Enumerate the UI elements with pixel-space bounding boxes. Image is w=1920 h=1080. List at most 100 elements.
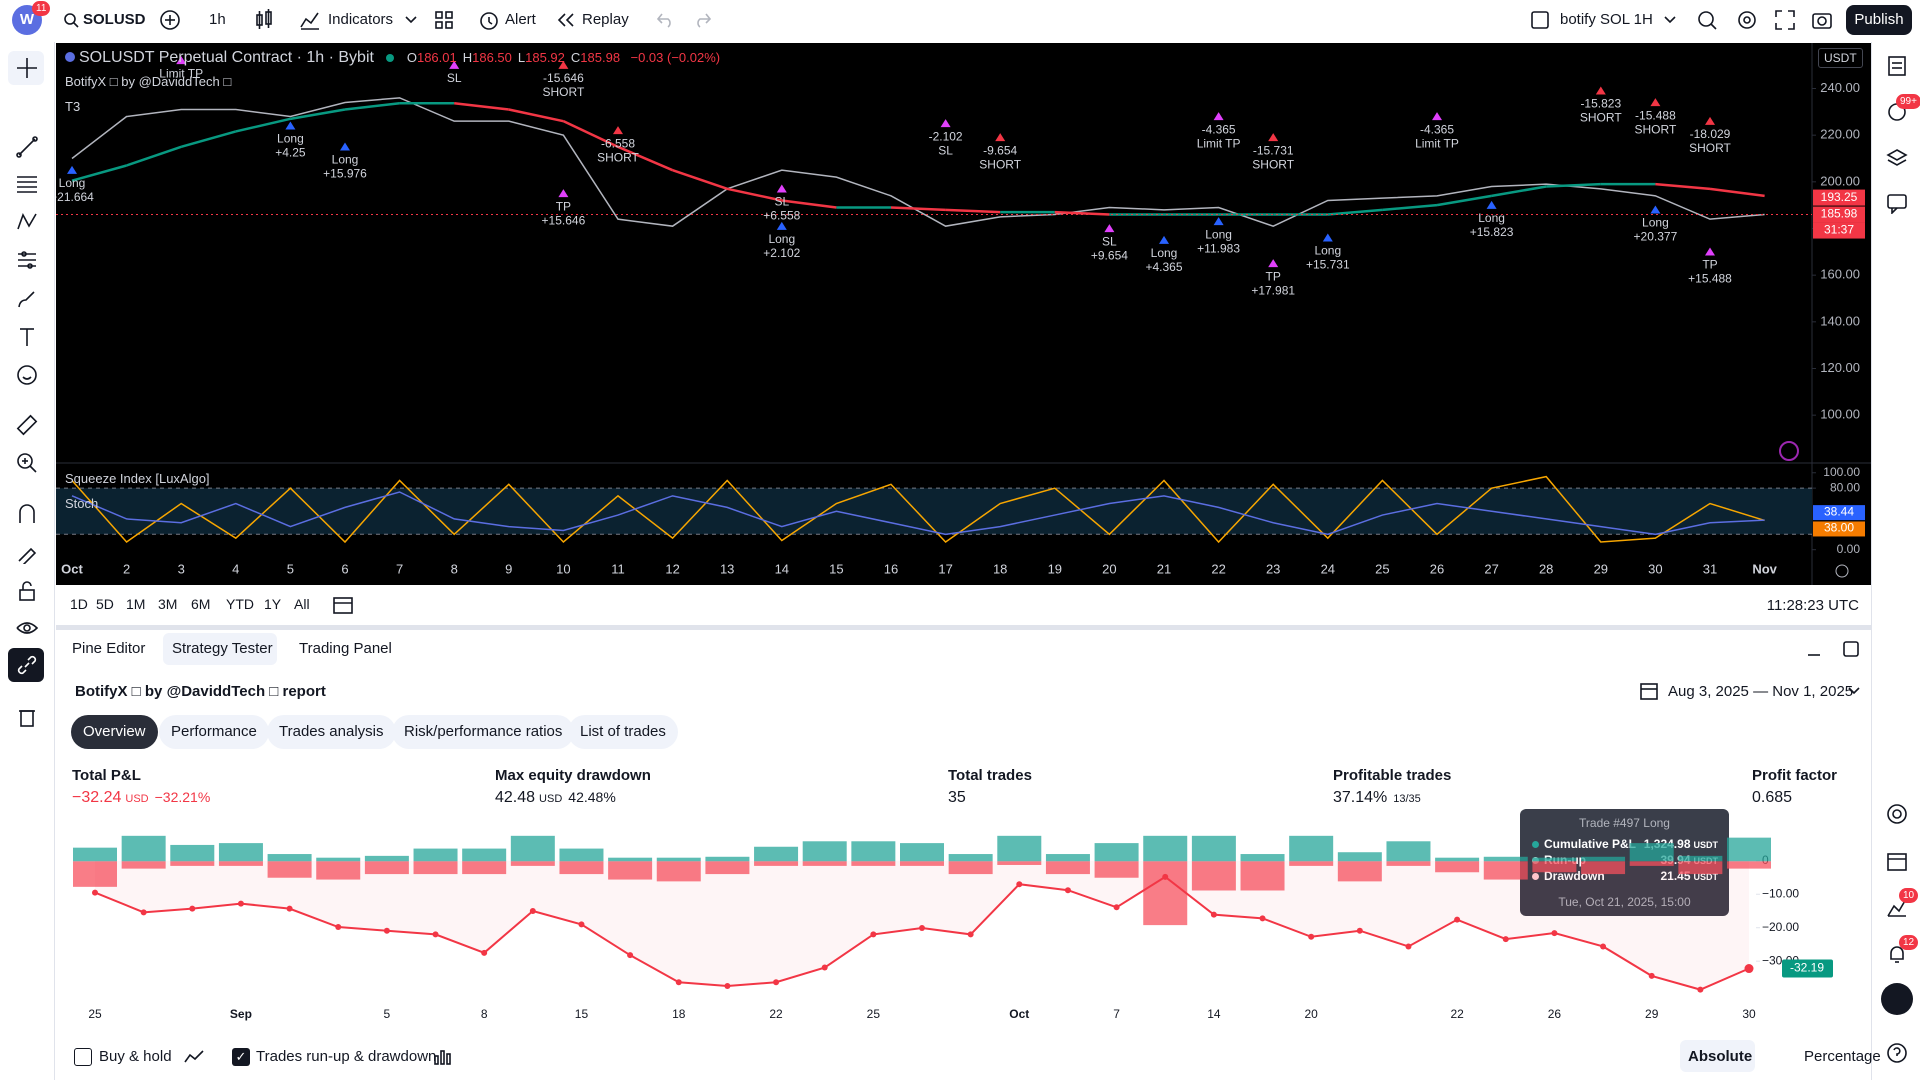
maximize-icon[interactable]	[1842, 640, 1860, 658]
compare-icon[interactable]	[159, 9, 181, 31]
report-title[interactable]: BotifyX □ by @DaviddTech □ report	[75, 683, 326, 700]
currency-button[interactable]: USDT	[1818, 48, 1863, 68]
checkbox[interactable]	[74, 1048, 92, 1066]
chevron[interactable]	[1664, 15, 1676, 25]
axis-settings[interactable]	[1835, 564, 1849, 578]
ma-legend[interactable]: T3	[65, 99, 81, 114]
symbol-search[interactable]: SOLUSD	[83, 11, 146, 28]
hotlist-icon[interactable]	[1886, 896, 1908, 918]
lock-tool[interactable]	[16, 580, 38, 602]
chevron[interactable]	[405, 15, 417, 25]
section-tab[interactable]: Risk/performance ratios	[392, 715, 575, 749]
zoom-tool[interactable]	[16, 452, 38, 474]
equity-point	[140, 909, 147, 916]
ideas-icon[interactable]	[1886, 803, 1908, 825]
measure-tool[interactable]	[16, 414, 38, 436]
forecast-tool[interactable]	[16, 249, 38, 271]
option-label[interactable]: Trades run-up & drawdown	[256, 1048, 437, 1065]
mode-active[interactable]: Absolute	[1688, 1048, 1753, 1065]
replay-button[interactable]: Replay	[582, 11, 629, 28]
section-tab[interactable]: List of trades	[568, 715, 678, 749]
interval-button[interactable]: 1h	[209, 11, 226, 28]
trendline-tool[interactable]	[16, 136, 38, 158]
notifications-icon[interactable]	[1886, 943, 1908, 965]
hide-tool[interactable]	[16, 617, 38, 639]
annotation-text: +4.25	[275, 146, 306, 160]
equity-chart[interactable]: −30.00−20.00−10.000-32.1925Sep5815182225…	[56, 820, 1871, 1025]
trade-bar	[1289, 835, 1334, 862]
fullscreen-icon[interactable]	[1774, 9, 1796, 31]
snapshot-icon[interactable]	[1811, 9, 1833, 31]
range-button[interactable]: 6M	[191, 596, 211, 612]
equity-point	[675, 979, 682, 986]
checkbox-checked[interactable]: ✓	[232, 1048, 250, 1066]
watchlist-icon[interactable]	[1886, 55, 1908, 77]
tab-active[interactable]: Strategy Tester	[172, 640, 273, 657]
section-tab-active[interactable]: Overview	[71, 715, 158, 749]
strategy-legend[interactable]: BotifyX □ by @DaviddTech □	[65, 74, 232, 89]
undo-icon[interactable]	[656, 11, 674, 29]
publish-button[interactable]: Publish	[1846, 5, 1912, 35]
settings-icon[interactable]	[1736, 9, 1758, 31]
price-chart[interactable]: 100.00 120.00 140.00 160.00 18 0.00 200.00 220.…	[56, 43, 1871, 585]
x-tick-label: 26	[1548, 1007, 1562, 1021]
range-button[interactable]: 5D	[96, 596, 114, 612]
trade-bar	[316, 861, 361, 880]
range-button[interactable]: All	[294, 596, 310, 612]
layout-checkbox[interactable]	[1530, 10, 1550, 30]
crosshair-tool[interactable]	[16, 57, 38, 79]
help-icon[interactable]	[1886, 1042, 1908, 1064]
annotation-text: +15.823	[1470, 225, 1514, 239]
equity-point	[1064, 887, 1071, 894]
x-tick-label: 30	[1648, 561, 1662, 576]
equity-point	[335, 924, 342, 931]
products-button[interactable]	[1881, 983, 1913, 1015]
trade-bar	[1629, 843, 1674, 862]
range-button[interactable]: 1D	[70, 596, 88, 612]
metric-number: 42.48	[495, 789, 536, 806]
pattern-tool[interactable]	[16, 211, 38, 233]
range-button[interactable]: 1M	[126, 596, 146, 612]
redo-icon[interactable]	[694, 11, 712, 29]
chart-type-icon[interactable]	[255, 9, 273, 31]
goto-date-icon[interactable]	[332, 595, 354, 615]
quick-search-icon[interactable]	[1696, 9, 1718, 31]
fib-tool[interactable]	[16, 173, 38, 195]
annotation-text: SHORT	[1635, 122, 1677, 136]
magnet-tool[interactable]	[16, 503, 38, 525]
layout-name[interactable]: botify SOL 1H	[1560, 11, 1653, 28]
trade-bar	[121, 835, 166, 862]
range-button[interactable]: YTD	[226, 596, 254, 612]
tab[interactable]: Pine Editor	[72, 640, 146, 657]
calendar-icon[interactable]	[1886, 850, 1908, 872]
emoji-tool[interactable]	[16, 364, 38, 386]
section-tab[interactable]: Trades analysis	[267, 715, 396, 749]
chevron[interactable]	[1848, 686, 1860, 696]
layout-icon[interactable]	[434, 10, 454, 30]
ma-segment	[1436, 194, 1492, 207]
minimize-icon[interactable]	[1806, 642, 1822, 658]
clock[interactable]: 11:28:23 UTC	[1766, 597, 1859, 614]
trade-annotation: Limit TP	[159, 56, 203, 80]
trade-bar	[1240, 854, 1285, 862]
stay-drawing-tool[interactable]	[16, 542, 38, 564]
text-tool[interactable]	[16, 326, 38, 348]
trade-bar	[170, 844, 215, 862]
range-button[interactable]: 3M	[158, 596, 178, 612]
trade-arrow	[1595, 86, 1606, 95]
brush-tool[interactable]	[16, 288, 38, 310]
indicators-button[interactable]: Indicators	[328, 11, 394, 28]
x-tick-label: 18	[993, 561, 1007, 576]
range-button[interactable]: 1Y	[264, 596, 282, 612]
date-range[interactable]: Aug 3, 2025 — Nov 1, 2025	[1668, 683, 1854, 700]
option-label[interactable]: Buy & hold	[99, 1048, 172, 1065]
section-tab[interactable]: Performance	[159, 715, 269, 749]
alert-button[interactable]: Alert	[505, 11, 536, 28]
mode[interactable]: Percentage	[1804, 1048, 1881, 1065]
chat-icon[interactable]	[1886, 192, 1908, 214]
tab[interactable]: Trading Panel	[299, 640, 392, 657]
layers-icon[interactable]	[1886, 147, 1908, 169]
link-tool[interactable]	[16, 654, 38, 676]
delete-tool[interactable]	[16, 706, 38, 728]
lightning-button[interactable]	[1779, 441, 1799, 461]
